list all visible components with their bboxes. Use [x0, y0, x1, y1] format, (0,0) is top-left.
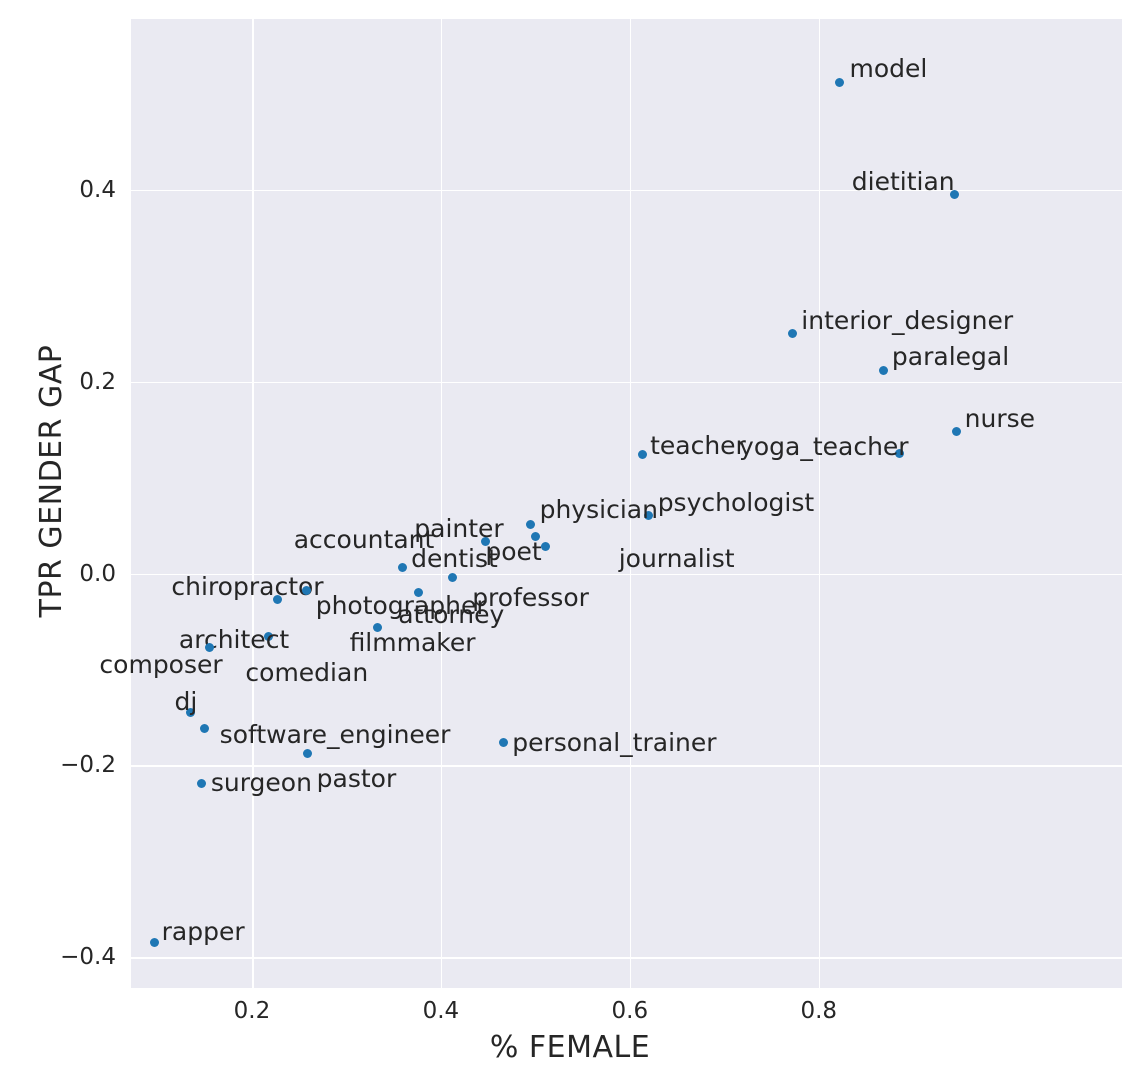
y-tick-label: 0.4 — [79, 176, 116, 203]
data-point[interactable] — [894, 449, 904, 459]
data-point[interactable] — [480, 537, 490, 547]
data-point[interactable] — [879, 365, 889, 375]
x-tick-label: 0.2 — [233, 998, 271, 1024]
data-point-label: accountant — [293, 525, 435, 555]
data-point[interactable] — [530, 531, 540, 541]
data-point-label: pastor — [316, 763, 397, 793]
y-tick-label: −0.4 — [60, 944, 116, 971]
y-tick-label: −0.2 — [60, 752, 116, 779]
data-point-label: personal_trainer — [512, 728, 717, 758]
data-point-label: painter — [414, 513, 504, 543]
data-point-label: dentist — [411, 543, 498, 573]
y-axis-title: TPR GENDER GAP — [34, 344, 69, 618]
x-tick-label: 0.8 — [800, 998, 838, 1024]
data-point[interactable] — [204, 642, 214, 652]
data-point[interactable] — [787, 329, 797, 339]
data-point-label: rapper — [161, 916, 245, 946]
gridline-horizontal — [131, 189, 1122, 192]
data-point[interactable] — [541, 542, 551, 552]
y-tick-label: 0.2 — [79, 368, 116, 395]
x-tick-label: 0.4 — [422, 998, 460, 1024]
data-point-label: chiropractor — [171, 572, 324, 602]
gridline-horizontal — [131, 573, 1122, 576]
data-point[interactable] — [397, 563, 407, 573]
data-point[interactable] — [303, 749, 313, 759]
data-point-label: architect — [178, 624, 290, 654]
data-point[interactable] — [272, 594, 282, 604]
data-point-label: attorney — [398, 599, 505, 629]
data-point-label: poet — [485, 537, 542, 567]
data-point[interactable] — [186, 708, 196, 718]
data-point-label: comedian — [245, 658, 369, 688]
data-point[interactable] — [952, 427, 962, 437]
gridline-vertical — [818, 19, 821, 988]
gridline-vertical — [440, 19, 443, 988]
data-point-label: nurse — [964, 403, 1036, 433]
data-point-label: software_engineer — [219, 720, 451, 749]
y-axis-tick-labels: 0.4 0.2 0.0 −0.2 −0.4 — [0, 0, 116, 1083]
y-tick-label: 0.0 — [79, 560, 116, 587]
data-point-label: interior_designer — [801, 305, 1014, 335]
x-axis-title: % FEMALE — [489, 1030, 651, 1065]
data-point-label: journalist — [618, 543, 735, 573]
data-point-label: psychologist — [657, 487, 815, 517]
gridline-horizontal — [131, 765, 1122, 767]
data-point[interactable] — [197, 779, 207, 789]
data-point-label: filmmaker — [349, 628, 476, 658]
data-point[interactable] — [526, 520, 536, 530]
data-point-label: dietitian — [851, 166, 955, 196]
data-point-label: physician — [539, 494, 658, 524]
data-point[interactable] — [835, 77, 845, 87]
data-point[interactable] — [637, 450, 647, 460]
plot-area: model dietitian interior_designer paralegal… — [99, 19, 1122, 988]
data-point[interactable] — [200, 723, 210, 733]
data-point-label: photographer — [315, 590, 487, 620]
gridline-horizontal — [131, 957, 1122, 959]
gridline-horizontal — [131, 381, 1122, 384]
data-point[interactable] — [447, 572, 457, 582]
data-point[interactable] — [950, 190, 960, 200]
x-tick-label: 0.6 — [611, 998, 649, 1024]
data-point[interactable] — [498, 737, 508, 747]
data-point-label: composer — [99, 650, 223, 680]
gridline-vertical — [251, 19, 254, 988]
data-point[interactable] — [302, 586, 312, 596]
data-point-label: paralegal — [891, 342, 1010, 372]
data-point-label: dj — [174, 686, 198, 716]
data-point-label: teacher — [650, 430, 746, 460]
data-point-label: model — [849, 54, 928, 84]
data-point[interactable] — [413, 588, 423, 598]
data-point-label: yoga_teacher — [739, 431, 909, 461]
data-point[interactable] — [373, 622, 383, 632]
data-point-label: professor — [472, 583, 589, 613]
data-point[interactable] — [264, 632, 274, 642]
data-point[interactable] — [644, 511, 654, 521]
gridline-vertical — [629, 19, 632, 988]
data-point-label: surgeon — [210, 767, 312, 797]
data-point[interactable] — [150, 938, 160, 948]
